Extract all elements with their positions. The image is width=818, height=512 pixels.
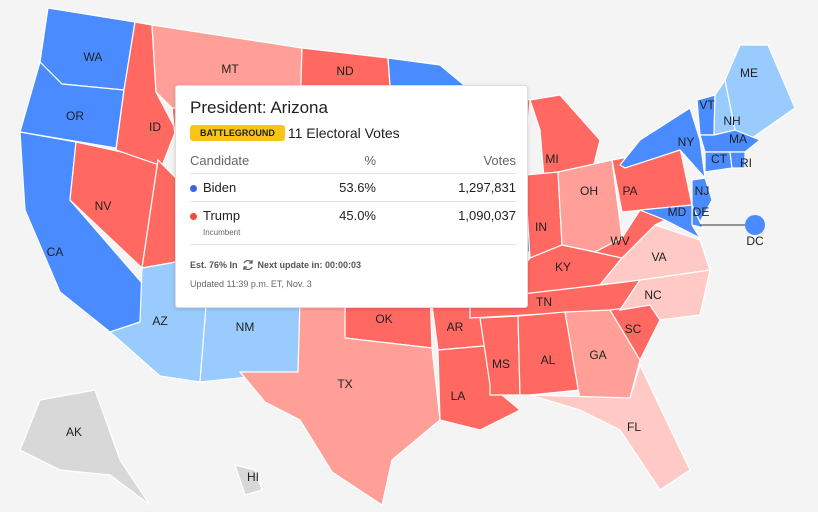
state-label: NV <box>95 199 112 213</box>
state-label: ME <box>740 66 758 80</box>
state-label: MA <box>729 132 747 146</box>
reporting-status: Est. 76% In <box>190 260 238 270</box>
state-ga[interactable] <box>564 309 641 401</box>
state-label: AZ <box>152 314 167 328</box>
candidate-pct: 53.6% <box>286 173 376 202</box>
trump-dot-icon <box>190 213 197 221</box>
state-md[interactable] <box>639 204 702 240</box>
state-label: MS <box>492 357 510 371</box>
state-label: PA <box>622 184 637 198</box>
state-in[interactable] <box>524 171 563 259</box>
state-label: MT <box>221 62 239 76</box>
candidate-name: Trump <box>203 208 241 223</box>
state-ny[interactable] <box>619 107 706 180</box>
state-label: LA <box>451 389 466 403</box>
state-label: MI <box>545 152 558 166</box>
battleground-badge: BATTLEGROUND <box>190 124 285 141</box>
state-al[interactable] <box>517 311 581 396</box>
candidate-pct: 45.0% <box>286 201 376 245</box>
state-label: MD <box>668 205 687 219</box>
state-label: RI <box>740 156 752 170</box>
table-row: Trump Incumbent 45.0% 1,090,037 <box>190 201 516 245</box>
tooltip-title: President: Arizona <box>190 98 328 117</box>
state-label: NJ <box>695 184 710 198</box>
state-label: AR <box>447 320 464 334</box>
candidate-votes: 1,090,037 <box>376 201 516 245</box>
state-label: TN <box>536 295 552 309</box>
state-tooltip: President: Arizona BATTLEGROUND 11 Electo… <box>175 85 528 308</box>
state-label: NC <box>644 288 662 302</box>
next-update: Next update in: 00:00:03 <box>257 260 362 270</box>
state-label: WA <box>84 50 103 64</box>
state-label: SC <box>625 322 642 336</box>
header-pct: % <box>286 148 376 174</box>
incumbent-label: Incumbent <box>203 228 241 237</box>
electoral-votes: 11 Electoral Votes <box>287 124 400 141</box>
header-votes: Votes <box>376 148 516 174</box>
state-label: KY <box>555 260 571 274</box>
state-fl[interactable] <box>529 363 691 491</box>
state-label: OK <box>375 312 392 326</box>
state-label: VT <box>699 98 715 112</box>
biden-dot-icon <box>190 185 197 193</box>
state-label: GA <box>589 348 606 362</box>
refresh-icon <box>242 259 253 271</box>
state-label: NH <box>723 114 740 128</box>
state-label: WV <box>610 234 629 248</box>
state-dc[interactable] <box>745 215 765 235</box>
state-label: NY <box>678 135 695 149</box>
state-ri[interactable] <box>729 151 746 169</box>
header-candidate: Candidate <box>190 148 286 174</box>
candidate-name: Biden <box>203 180 237 195</box>
state-label: ID <box>149 120 161 134</box>
state-label: CT <box>711 152 728 166</box>
state-label: OR <box>66 109 84 123</box>
state-ak[interactable] <box>19 389 151 506</box>
state-nj[interactable] <box>691 177 713 224</box>
candidate-votes: 1,297,831 <box>376 173 516 202</box>
state-hi[interactable] <box>234 464 263 496</box>
state-label: IN <box>535 220 547 234</box>
state-label: CA <box>47 245 64 259</box>
state-label: FL <box>627 420 641 434</box>
state-label: HI <box>247 470 259 484</box>
table-row: Biden 53.6% 1,297,831 <box>190 173 516 202</box>
state-label: AL <box>541 353 556 367</box>
state-label: OH <box>580 184 598 198</box>
state-label: NM <box>236 320 255 334</box>
state-label: DC <box>746 234 764 248</box>
updated-time: Updated 11:39 p.m. ET, Nov. 3 <box>190 279 312 289</box>
state-ms[interactable] <box>479 315 521 396</box>
state-label: DE <box>693 205 710 219</box>
results-table: Candidate% Votes Biden 53.6% 1,297,831 Tr… <box>190 148 516 245</box>
state-label: ND <box>336 64 354 78</box>
state-label: VA <box>651 250 666 264</box>
state-label: TX <box>337 377 352 391</box>
state-label: AK <box>66 425 82 439</box>
